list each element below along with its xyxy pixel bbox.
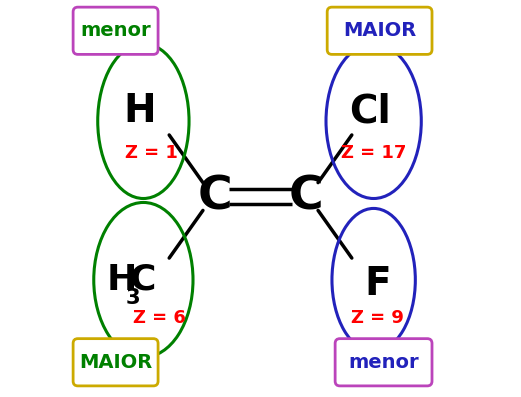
Text: C: C [129,263,155,297]
FancyBboxPatch shape [327,7,432,54]
FancyBboxPatch shape [73,339,158,386]
Text: Cl: Cl [349,92,391,130]
Text: MAIOR: MAIOR [79,353,152,372]
Text: MAIOR: MAIOR [343,21,416,40]
Text: Z = 17: Z = 17 [341,144,406,162]
Text: Z = 9: Z = 9 [351,308,404,327]
FancyBboxPatch shape [73,7,158,54]
Text: Z = 6: Z = 6 [133,308,185,327]
Text: Z = 1: Z = 1 [125,144,178,162]
Text: C: C [289,174,324,219]
FancyBboxPatch shape [335,339,432,386]
Text: menor: menor [80,21,151,40]
Text: H: H [123,92,156,130]
Text: H: H [106,263,137,297]
Text: C: C [197,174,232,219]
Text: menor: menor [348,353,419,372]
Text: F: F [364,265,391,303]
Text: 3: 3 [126,288,140,308]
